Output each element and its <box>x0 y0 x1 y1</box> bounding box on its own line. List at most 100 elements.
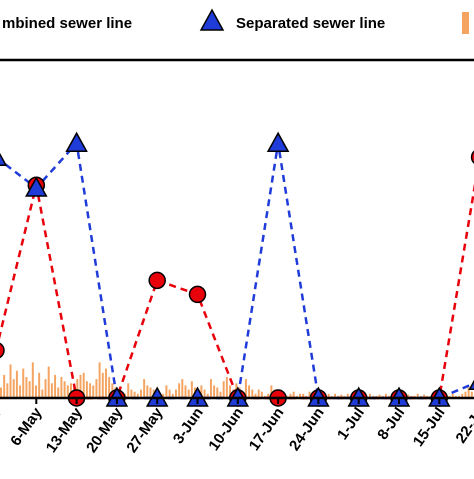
rain-bar <box>302 393 305 398</box>
rain-bar <box>209 379 212 398</box>
rain-bar <box>139 389 142 398</box>
rain-bar <box>108 377 111 398</box>
rain-bar <box>213 385 216 398</box>
rain-bar <box>69 383 72 398</box>
x-tick-label: 17-Jun <box>246 405 288 454</box>
rain-bar <box>63 381 66 398</box>
rain-bar <box>82 372 85 398</box>
x-tick-label: 27-May <box>123 404 166 456</box>
rain-bar <box>92 385 95 398</box>
combined-series-line <box>0 183 474 400</box>
legend-triangle-icon <box>199 8 225 31</box>
rain-bar <box>222 381 225 398</box>
x-tick-label: 15-Jul <box>410 405 449 450</box>
legend-bar-icon <box>462 12 469 34</box>
rain-bar <box>346 393 349 398</box>
rain-bar <box>44 379 47 398</box>
rain-bar <box>79 374 82 398</box>
rain-bar <box>174 389 177 398</box>
rain-bar <box>149 387 152 398</box>
rain-bar <box>216 387 219 398</box>
rain-bar <box>28 381 31 398</box>
rain-bar <box>254 393 257 398</box>
rain-bar <box>25 377 28 398</box>
x-tick-label: 3-Jun <box>170 405 207 448</box>
rain-bar <box>203 389 206 398</box>
rain-bar <box>50 383 53 398</box>
rain-bar <box>464 391 467 398</box>
rain-bar <box>3 374 6 398</box>
rain-bar <box>9 364 12 398</box>
rain-bar <box>130 389 133 398</box>
rain-bar <box>200 385 203 398</box>
rain-bar <box>251 389 254 398</box>
legend-box <box>0 0 474 62</box>
rain-bar <box>225 377 228 398</box>
rain-bar <box>292 391 295 398</box>
x-tick-label: 13-May <box>43 404 86 456</box>
rain-bar <box>19 385 22 398</box>
rain-bar <box>143 379 146 398</box>
rain-bar <box>38 372 41 398</box>
rain-bar <box>206 393 209 398</box>
rain-bar <box>133 391 136 398</box>
separated-point <box>266 131 290 152</box>
rain-bar <box>190 381 193 398</box>
rain-bar <box>85 381 88 398</box>
series-lines <box>0 140 474 400</box>
x-tick-label: 20-May <box>83 404 126 456</box>
rain-bar <box>340 394 343 398</box>
rain-bar <box>31 362 34 398</box>
rain-bar <box>384 393 387 398</box>
rain-bar <box>178 383 181 398</box>
rain-bar <box>127 383 130 398</box>
rain-bar <box>248 385 251 398</box>
rain-bar <box>15 370 18 398</box>
rain-bar <box>327 393 330 398</box>
rain-bar <box>461 393 464 398</box>
legend-label: mbined sewer line <box>2 15 132 32</box>
rain-bar <box>34 385 37 398</box>
x-tick-label: 24-Jun <box>286 405 328 454</box>
rain-bar <box>260 391 263 398</box>
rain-bar <box>0 387 2 398</box>
combined-point <box>470 150 474 164</box>
rain-bar <box>98 362 101 398</box>
x-tick-label: 22-Ju <box>452 405 474 447</box>
legend: mbined sewer line Separated sewer line <box>0 0 474 62</box>
rain-bar <box>423 394 426 398</box>
separated-point <box>468 379 474 390</box>
rain-bar <box>229 385 232 398</box>
rain-bar <box>101 372 104 398</box>
rain-bar <box>187 389 190 398</box>
rain-bar <box>334 393 336 398</box>
rain-bar <box>146 385 149 398</box>
separated-point <box>0 152 8 166</box>
rain-bar <box>299 393 301 398</box>
rain-bar <box>378 394 381 398</box>
rain-bar <box>244 379 247 398</box>
rain-bar <box>22 368 25 398</box>
rain-bar <box>451 393 454 398</box>
combined-point <box>0 342 5 359</box>
rain-bar <box>267 393 270 398</box>
rain-bar <box>60 377 63 398</box>
rain-bar <box>416 393 419 398</box>
rain-bar <box>289 393 292 398</box>
rain-bar <box>470 391 473 398</box>
legend-label: Separated sewer line <box>236 15 385 32</box>
rain-bar <box>66 385 69 398</box>
rain-bar <box>467 387 470 398</box>
rain-bar <box>76 379 79 398</box>
rain-bar <box>270 385 273 398</box>
rain-bar <box>165 385 168 398</box>
rain-bar <box>136 393 139 398</box>
rain-bar <box>407 394 410 398</box>
separated-point <box>65 131 88 152</box>
rain-bar <box>369 393 371 398</box>
x-tick-label: 10-Jun <box>205 405 247 454</box>
rain-bar <box>54 374 57 398</box>
rain-bar <box>257 389 260 398</box>
rain-bar <box>162 393 165 398</box>
